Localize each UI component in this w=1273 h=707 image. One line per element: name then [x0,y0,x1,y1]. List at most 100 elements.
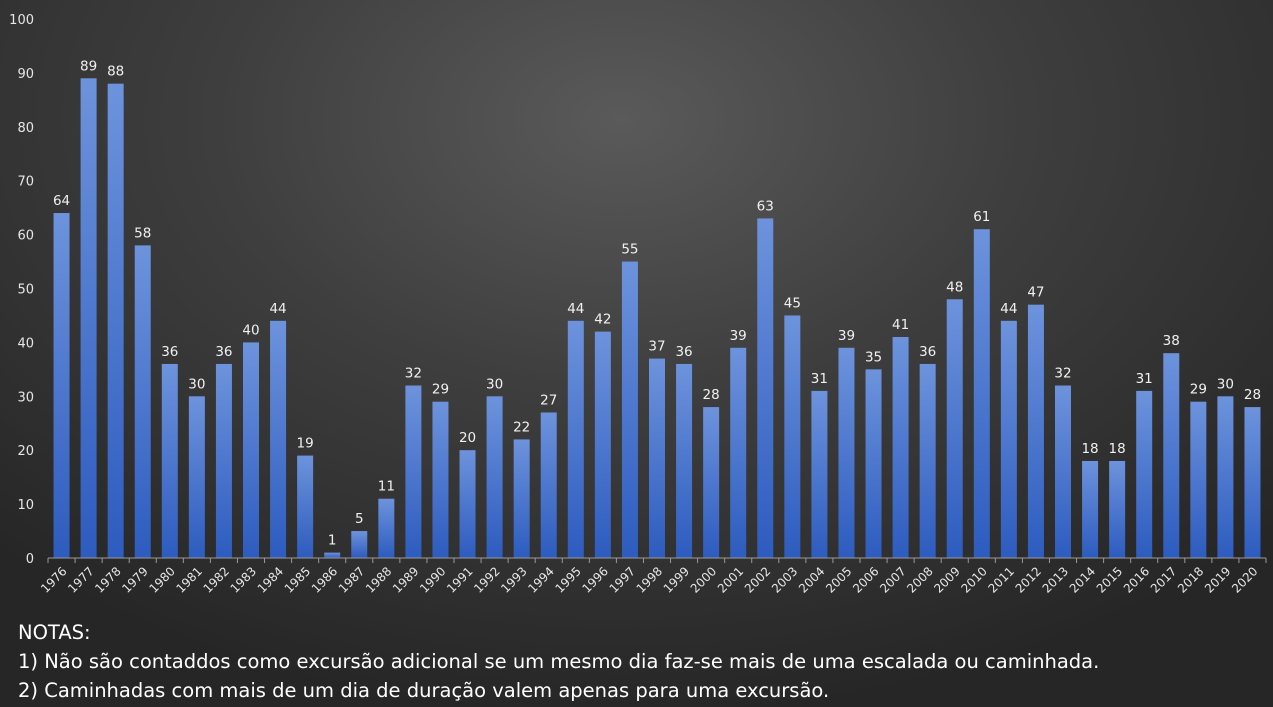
x-tick-label: 2003 [769,564,800,595]
data-label-1976: 64 [53,193,70,209]
data-label-1977: 89 [80,58,97,74]
data-label-1999: 36 [675,344,692,360]
data-label-2009: 48 [946,279,963,295]
x-tick-label: 2009 [931,564,962,595]
x-tick-label: 1995 [552,564,583,595]
data-label-2011: 44 [1000,301,1017,317]
bar-1987 [351,531,368,558]
x-tick-label: 1988 [363,564,394,595]
data-label-1996: 42 [594,312,611,328]
x-tick-label: 2014 [1067,564,1098,595]
data-label-1978: 88 [107,64,124,80]
x-tick-label: 2007 [877,564,908,595]
data-label-1981: 30 [188,376,205,392]
bar-chart: 0 10 20 30 40 50 60 70 80 90 100 64 89 88 58 36 30 36 40 4… [9,13,1267,596]
bar-1980 [161,363,178,558]
x-tick-label: 1985 [282,564,313,595]
data-label-1998: 37 [648,339,665,355]
bar-2012 [1027,304,1044,558]
data-label-1992: 30 [486,376,503,392]
data-label-2001: 39 [730,328,747,344]
data-label-2013: 32 [1054,366,1071,382]
bar-2014 [1082,460,1099,558]
x-tick-label: 1998 [634,564,665,595]
data-label-2012: 47 [1027,285,1044,301]
data-label-1980: 36 [161,344,178,360]
data-label-2018: 29 [1190,382,1207,398]
data-label-1997: 55 [621,242,638,258]
data-label-1983: 40 [242,322,259,338]
x-tick-label: 1987 [336,564,367,595]
bar-2004 [811,390,828,558]
bar-1991 [459,450,476,558]
x-tick-label: 2019 [1202,564,1233,595]
x-tick-label: 2017 [1148,564,1179,595]
bar-1978 [107,83,124,559]
bar-1997 [621,261,638,558]
data-label-2002: 63 [757,198,774,214]
x-tick-label: 2000 [688,564,719,595]
bar-2008 [919,363,936,558]
bar-1983 [243,342,259,558]
x-tick-label: 1980 [146,564,177,595]
data-label-2004: 31 [811,371,828,387]
bar-1984 [270,320,287,558]
x-tick-label: 2006 [850,564,881,595]
x-tick-label: 1984 [255,564,286,595]
bar-2016 [1136,390,1153,558]
bar-1998 [649,358,665,558]
y-tick-label: 0 [26,552,34,567]
bar-1992 [486,396,503,558]
bar-1995 [567,320,584,558]
data-label-1994: 27 [540,392,557,408]
x-tick-label: 2001 [715,564,746,595]
y-tick-label: 10 [17,498,34,513]
x-tick-label: 1976 [38,564,69,595]
bar-1989 [405,385,422,558]
y-tick-label: 40 [17,336,34,351]
bar-2006 [865,369,882,558]
bar-1977 [80,78,97,558]
bar-1994 [540,412,557,558]
x-tick-label: 1994 [525,564,556,595]
bar-1993 [513,439,530,558]
x-tick-label: 1986 [309,564,340,595]
note-1: 1) Não são contaddos como excursão adici… [18,650,1100,673]
data-label-2017: 38 [1163,333,1180,349]
data-label-2007: 41 [892,317,909,333]
x-tick-label: 2011 [985,564,1016,595]
data-label-2015: 18 [1109,441,1126,457]
x-tick-label: 1983 [228,564,259,595]
bar-2005 [838,347,855,558]
data-label-2008: 36 [919,344,936,360]
bar-2015 [1109,460,1126,558]
data-label-2019: 30 [1217,376,1234,392]
x-tick-label: 2005 [823,564,854,595]
x-tick-label: 1989 [390,564,421,595]
x-tick-label: 2016 [1121,564,1152,595]
x-tick-label: 1982 [201,564,232,595]
y-tick-label: 70 [17,175,34,190]
bar-2010 [973,229,990,558]
data-label-2020: 28 [1244,387,1261,403]
bar-2002 [757,218,774,558]
data-label-1991: 20 [459,430,476,446]
y-tick-label: 100 [9,13,34,28]
bar-1990 [432,401,449,558]
data-label-2014: 18 [1081,441,1098,457]
bar-2009 [946,299,963,558]
x-tick-label: 2002 [742,564,773,595]
x-tick-label: 2018 [1175,564,1206,595]
x-tick-label: 2020 [1229,564,1260,595]
data-label-2003: 45 [784,295,801,311]
x-tick-label: 1979 [119,564,150,595]
data-label-1984: 44 [269,301,286,317]
data-label-1987: 5 [355,511,364,527]
data-label-1982: 36 [215,344,232,360]
x-tick-label: 1992 [471,564,502,595]
y-tick-label: 90 [17,67,34,82]
bar-1982 [215,363,232,558]
data-label-2006: 35 [865,349,882,365]
x-tick-label: 2012 [1013,564,1044,595]
bar-1996 [594,331,611,558]
